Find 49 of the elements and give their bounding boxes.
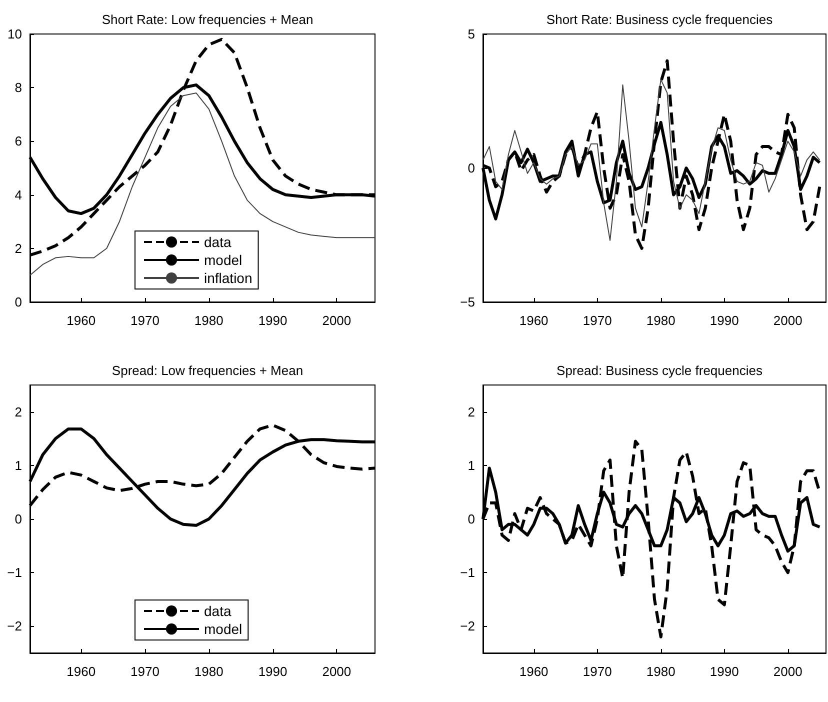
x-tick-label: 2000 [322, 313, 352, 328]
y-tick-label: −5 [460, 294, 475, 310]
y-tick-label: 0 [468, 512, 475, 526]
x-tick-label: 1960 [519, 664, 548, 679]
chart-title: Short Rate: Low frequencies + Mean [102, 12, 314, 27]
x-tick-label: 1990 [258, 664, 288, 679]
chart-title: Short Rate: Business cycle frequencies [546, 12, 774, 27]
legend-label: data [204, 603, 232, 619]
y-tick-label: 0 [14, 294, 22, 310]
legend-label: model [204, 621, 242, 637]
y-tick-label: −2 [7, 618, 22, 634]
x-tick-label: 1970 [130, 664, 160, 679]
x-tick-label: 1990 [710, 664, 739, 679]
x-tick-label: 1980 [646, 313, 676, 328]
x-tick-label: 1990 [258, 313, 288, 328]
x-tick-label: 2000 [773, 313, 802, 328]
x-tick-label: 1970 [130, 313, 160, 328]
y-tick-label: 10 [8, 26, 22, 42]
y-tick-label: −1 [7, 565, 22, 580]
legend-label: inflation [204, 270, 252, 286]
x-tick-label: 1960 [519, 313, 548, 328]
x-tick-label: 1980 [194, 313, 224, 328]
y-tick-label: 2 [468, 404, 475, 420]
x-tick-label: 1960 [66, 313, 96, 328]
x-tick-label: 1970 [582, 664, 612, 679]
y-tick-label: −1 [460, 565, 475, 580]
legend-label: model [204, 252, 242, 268]
x-tick-label: 2000 [773, 664, 802, 679]
chart-title: Spread: Low frequencies + Mean [112, 363, 304, 378]
y-tick-label: 0 [468, 160, 475, 176]
chart-title: Spread: Business cycle frequencies [556, 363, 763, 378]
y-tick-label: 8 [14, 80, 22, 96]
line-series [482, 79, 820, 241]
legend-label: data [204, 234, 232, 250]
y-tick-label: 0 [14, 512, 22, 526]
x-tick-label: 1960 [66, 664, 96, 679]
x-tick-label: 1980 [646, 664, 676, 679]
x-tick-label: 1990 [710, 313, 739, 328]
x-tick-label: 2000 [322, 664, 352, 679]
x-tick-label: 1970 [582, 313, 612, 328]
y-tick-label: 1 [468, 458, 475, 473]
y-tick-label: −2 [460, 618, 475, 634]
y-tick-label: 6 [14, 134, 22, 149]
y-tick-label: 4 [14, 187, 22, 202]
x-tick-label: 1980 [194, 664, 224, 679]
y-tick-label: 2 [14, 240, 22, 256]
y-tick-label: 5 [468, 26, 475, 42]
y-tick-label: 1 [14, 458, 22, 473]
y-tick-label: 2 [14, 404, 22, 420]
